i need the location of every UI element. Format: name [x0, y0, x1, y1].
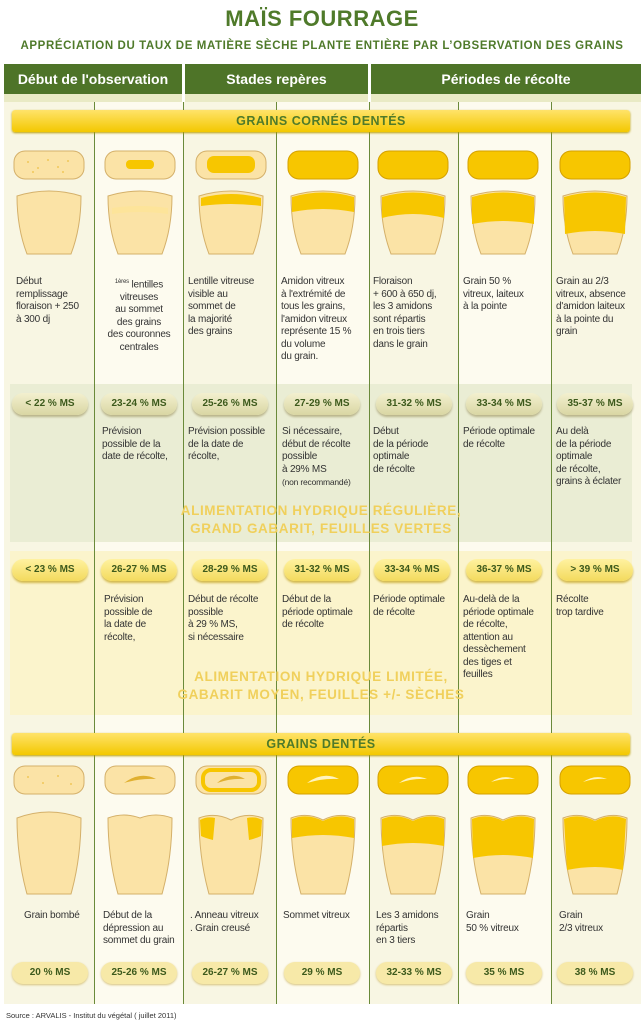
regular-ms-pill-2: 23-24 % MS [101, 393, 177, 415]
column-divider [276, 102, 277, 1004]
dente-kernel-side-view-1 [16, 811, 82, 895]
regular-ms-pill-5: 31-32 % MS [376, 393, 452, 415]
limited-text-3: Début de récolte possible à 29 % MS, si … [188, 594, 259, 643]
regular-water-label-line1: ALIMENTATION HYDRIQUE RÉGULIÈRE, [180, 503, 462, 518]
corne-description-2: 1ères lentilles vitreuses au sommet des … [107, 279, 171, 353]
kernel-side-view-3 [198, 190, 264, 255]
dente-kernel-side-view-4 [290, 814, 356, 895]
dente-description-5: Les 3 amidons répartis en 3 tiers [376, 910, 439, 946]
dente-kernel-side-view-7 [562, 814, 628, 895]
limited-water-label-line1: ALIMENTATION HYDRIQUE LIMITÉE, [194, 669, 448, 684]
band-grains-cornes-dentes: GRAINS CORNÉS DENTÉS [12, 110, 630, 132]
band-grains-dentes: GRAINS DENTÉS [12, 733, 630, 755]
dente-description-6: Grain 50 % vitreux [466, 910, 519, 934]
regular-text-7: Au delà de la période optimale de récolt… [556, 426, 622, 487]
regular-text-5: Début de la période optimale de récolte [373, 426, 429, 475]
kernel-side-view-6 [470, 190, 536, 255]
regular-text-4: Si nécessaire, début de récolte possible… [282, 426, 351, 487]
column-divider [94, 102, 95, 1004]
regular-ms-pill-7: 35-37 % MS [557, 393, 633, 415]
column-divider [183, 102, 184, 1004]
dente-ms-pill-6: 35 % MS [466, 962, 542, 984]
dente-kernel-side-view-5 [380, 814, 446, 895]
dente-kernel-side-view-6 [470, 814, 536, 895]
dente-kernel-top-view-7 [559, 765, 631, 795]
source-credit: Source : ARVALIS - Institut du végétal (… [6, 1011, 177, 1020]
regular-ms-pill-1: < 22 % MS [12, 393, 88, 415]
dente-kernel-side-view-2 [107, 814, 173, 895]
not-recommended-note: (non recommandé) [282, 477, 351, 487]
superscript-1eres: 1ères [114, 279, 129, 285]
limited-text-4: Début de la période optimale de récolte [282, 594, 353, 630]
dente-kernel-top-view-4 [287, 765, 359, 795]
kernel-top-view-6 [467, 150, 539, 180]
limited-ms-pill-4: 31-32 % MS [284, 559, 360, 581]
kernel-side-view-1 [16, 190, 82, 255]
kernel-top-view-7 [559, 150, 631, 180]
limited-ms-pill-6: 36-37 % MS [466, 559, 542, 581]
header-stades-reperes: Stades repères [185, 64, 368, 102]
dente-kernel-top-view-5 [377, 765, 449, 795]
regular-water-label-line2: GRAND GABARIT, FEUILLES VERTES [190, 521, 452, 536]
corne-description-3: Lentille vitreuse visible au sommet de l… [188, 276, 255, 337]
limited-ms-pill-1: < 23 % MS [12, 559, 88, 581]
column-divider [551, 102, 552, 1004]
kernel-side-view-2 [107, 190, 173, 255]
dente-description-4: Sommet vitreux [283, 910, 350, 921]
kernel-side-view-5 [380, 190, 446, 255]
kernel-top-view-2 [104, 150, 176, 180]
dente-ms-pill-7: 38 % MS [557, 962, 633, 984]
kernel-top-view-4 [287, 150, 359, 180]
dente-kernel-top-view-2 [104, 765, 176, 795]
regular-text-2: Prévision possible de la date de récolte… [102, 426, 168, 462]
page-title: MAÏS FOURRAGE [225, 6, 419, 31]
dente-ms-pill-4: 29 % MS [284, 962, 360, 984]
limited-text-7: Récolte trop tardive [556, 594, 604, 618]
page-subtitle: APPRÉCIATION DU TAUX DE MATIÈRE SÈCHE PL… [20, 40, 624, 52]
dente-ms-pill-3: 26-27 % MS [192, 962, 268, 984]
corne-description-4: Amidon vitreux à l'extrémité de tous les… [281, 276, 352, 362]
regular-text-6: Période optimale de récolte [463, 426, 535, 450]
dente-description-2: Début de la dépression au sommet du grai… [103, 910, 175, 946]
header-periodes-recolte: Périodes de récolte [371, 64, 641, 102]
corne-description-5: Floraison + 600 à 650 dj, les 3 amidons … [373, 276, 437, 350]
limited-ms-pill-2: 26-27 % MS [101, 559, 177, 581]
corne-description-6: Grain 50 % vitreux, laiteux à la pointe [463, 276, 524, 312]
limited-water-label-line2: GABARIT MOYEN, FEUILLES +/- SÈCHES [177, 687, 465, 702]
dente-kernel-top-view-3 [195, 765, 267, 795]
corne-description-7: Grain au 2/3 vitreux, absence d'amidon l… [556, 276, 626, 337]
kernel-side-view-7 [562, 190, 628, 255]
regular-text-3: Prévision possible de la date de récolte… [188, 426, 265, 462]
regular-ms-pill-6: 33-34 % MS [466, 393, 542, 415]
regular-ms-pill-3: 25-26 % MS [192, 393, 268, 415]
limited-text-2: Prévision possible de la date de récolte… [104, 594, 153, 643]
limited-ms-pill-7: > 39 % MS [557, 559, 633, 581]
dente-kernel-top-view-6 [467, 765, 539, 795]
corne-description-1: Début remplissage floraison + 250 à 300 … [16, 276, 79, 325]
dente-kernel-side-view-3 [198, 814, 264, 895]
regular-ms-pill-4: 27-29 % MS [284, 393, 360, 415]
kernel-top-view-3 [195, 150, 267, 180]
header-debut-observation: Début de l'observation [4, 64, 182, 102]
dente-ms-pill-2: 25-26 % MS [101, 962, 177, 984]
column-divider [458, 102, 459, 1004]
dente-description-3: . Anneau vitreux . Grain creusé [190, 910, 259, 934]
dente-ms-pill-1: 20 % MS [12, 962, 88, 984]
limited-text-6: Au-delà de la période optimale de récolt… [463, 594, 534, 680]
column-divider [369, 102, 370, 1004]
dente-description-7: Grain 2/3 vitreux [559, 910, 603, 934]
kernel-top-view-1 [13, 150, 85, 180]
dente-ms-pill-5: 32-33 % MS [376, 962, 452, 984]
kernel-side-view-4 [290, 190, 356, 255]
limited-ms-pill-5: 33-34 % MS [374, 559, 450, 581]
limited-text-5: Période optimale de récolte [373, 594, 445, 618]
dente-kernel-top-view-1 [13, 765, 85, 795]
dente-description-1: Grain bombé [24, 910, 80, 921]
kernel-top-view-5 [377, 150, 449, 180]
limited-ms-pill-3: 28-29 % MS [192, 559, 268, 581]
